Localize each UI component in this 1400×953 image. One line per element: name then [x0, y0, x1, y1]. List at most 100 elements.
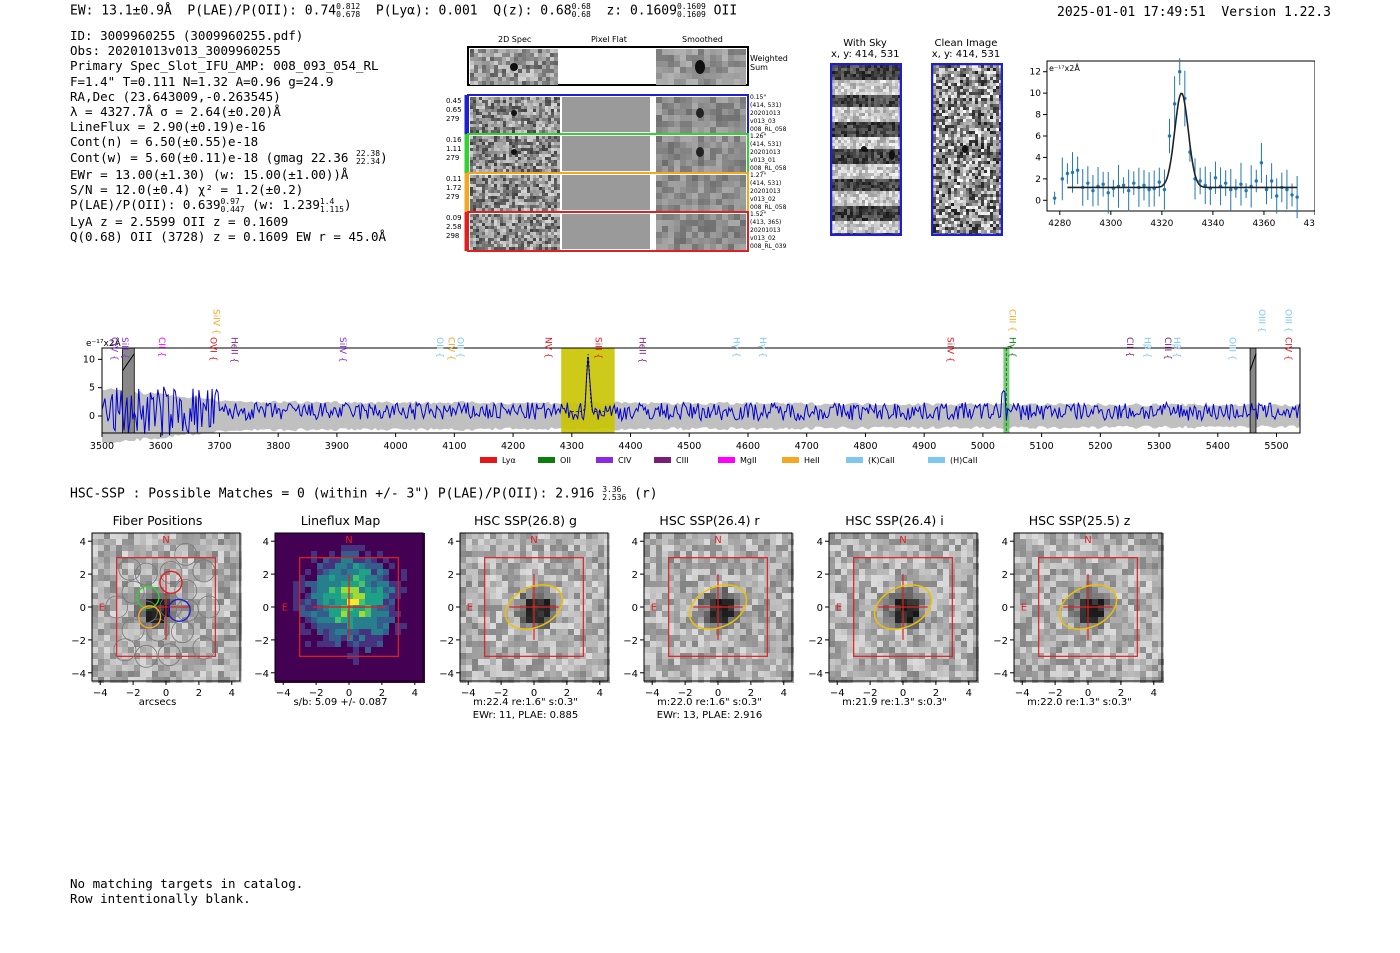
- noise-pixel: [524, 157, 527, 160]
- noise-pixel: [844, 128, 847, 131]
- noise-pixel: [939, 200, 942, 203]
- noise-pixel: [990, 224, 993, 227]
- noise-pixel: [478, 53, 482, 57]
- noise-pixel: [506, 142, 509, 145]
- noise-pixel: [984, 218, 987, 221]
- noise-pixel: [969, 143, 972, 146]
- noise-pixel: [990, 218, 993, 221]
- noise-pixel: [889, 122, 892, 125]
- noise-pixel: [871, 209, 874, 212]
- noise-pixel: [993, 131, 996, 134]
- noise-pixel: [473, 127, 476, 130]
- noise-pixel: [957, 185, 960, 188]
- data-point: [1254, 179, 1258, 183]
- noise-pixel: [835, 155, 838, 158]
- noise-pixel: [883, 77, 886, 80]
- noise-pixel: [548, 154, 551, 157]
- noise-pixel: [728, 232, 734, 238]
- noise-pixel: [948, 230, 951, 233]
- noise-pixel: [551, 154, 554, 157]
- noise-pixel: [554, 61, 558, 65]
- noise-pixel: [680, 205, 686, 211]
- noise-pixel: [832, 161, 835, 164]
- noise-pixel: [722, 154, 728, 160]
- noise-pixel: [838, 104, 841, 107]
- peak-model-line: [571, 353, 605, 412]
- noise-pixel: [841, 209, 844, 212]
- noise-pixel: [521, 208, 524, 211]
- noise-pixel: [538, 77, 542, 81]
- noise-pixel: [536, 244, 539, 247]
- noise-pixel: [880, 140, 883, 143]
- noise-pixel: [554, 187, 557, 190]
- noise-pixel: [963, 176, 966, 179]
- noise-pixel: [722, 193, 728, 199]
- noise-pixel: [939, 128, 942, 131]
- noise-pixel: [488, 247, 491, 250]
- noise-pixel: [868, 80, 871, 83]
- noise-pixel: [865, 167, 868, 170]
- noise-pixel: [948, 101, 951, 104]
- noise-pixel: [957, 95, 960, 98]
- noise-pixel: [972, 77, 975, 80]
- plae-value: P(LAE)/P(OII): 0.74: [187, 3, 337, 19]
- noise-pixel: [868, 197, 871, 200]
- noise-pixel: [933, 176, 936, 179]
- noise-pixel: [500, 190, 503, 193]
- noise-pixel: [990, 158, 993, 161]
- noise-pixel: [656, 61, 662, 67]
- noise-pixel: [835, 203, 838, 206]
- noise-pixel: [518, 121, 521, 124]
- noise-pixel: [530, 81, 534, 85]
- noise-pixel: [868, 173, 871, 176]
- noise-pixel: [521, 223, 524, 226]
- noise-pixel: [506, 232, 509, 235]
- noise-pixel: [877, 110, 880, 113]
- noise-pixel: [500, 112, 503, 115]
- noise-pixel: [942, 95, 945, 98]
- noise-pixel: [966, 98, 969, 101]
- noise-pixel: [497, 247, 500, 250]
- noise-pixel: [482, 196, 485, 199]
- noise-pixel: [740, 103, 746, 109]
- noise-pixel: [859, 182, 862, 185]
- noise-pixel: [518, 226, 521, 229]
- noise-pixel: [470, 127, 473, 130]
- noise-pixel: [880, 206, 883, 209]
- noise-pixel: [874, 119, 877, 122]
- noise-pixel: [518, 112, 521, 115]
- noise-pixel: [512, 178, 515, 181]
- noise-pixel: [889, 221, 892, 224]
- noise-pixel: [981, 83, 984, 86]
- noise-pixel: [868, 200, 871, 203]
- noise-pixel: [536, 181, 539, 184]
- noise-pixel: [951, 200, 954, 203]
- noise-pixel: [984, 131, 987, 134]
- noise-pixel: [936, 65, 939, 68]
- noise-pixel: [975, 71, 978, 74]
- noise-pixel: [509, 232, 512, 235]
- noise-pixel: [996, 113, 999, 116]
- noise-pixel: [503, 190, 506, 193]
- noise-pixel: [557, 109, 560, 112]
- noise-pixel: [542, 226, 545, 229]
- noise-pixel: [536, 97, 539, 100]
- noise-pixel: [933, 119, 936, 122]
- noise-pixel: [874, 167, 877, 170]
- noise-pixel: [838, 182, 841, 185]
- noise-pixel: [856, 185, 859, 188]
- noise-pixel: [473, 232, 476, 235]
- noise-pixel: [482, 77, 486, 81]
- noise-pixel: [476, 247, 479, 250]
- noise-pixel: [886, 218, 889, 221]
- noise-pixel: [960, 86, 963, 89]
- noise-pixel: [491, 154, 494, 157]
- noise-pixel: [835, 134, 838, 137]
- noise-pixel: [969, 86, 972, 89]
- noise-pixel: [512, 157, 515, 160]
- noise-pixel: [960, 134, 963, 137]
- noise-pixel: [835, 218, 838, 221]
- noise-pixel: [874, 182, 877, 185]
- noise-pixel: [521, 118, 524, 121]
- noise-pixel: [868, 176, 871, 179]
